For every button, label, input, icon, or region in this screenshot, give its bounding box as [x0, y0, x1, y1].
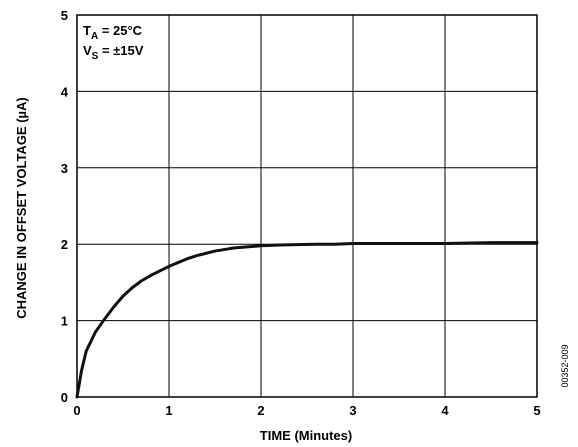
x-tick-label: 0: [73, 403, 80, 418]
x-axis-label: TIME (Minutes): [260, 428, 352, 443]
plot-frame: [76, 14, 538, 398]
y-tick-label: 1: [61, 314, 68, 329]
y-tick-label: 5: [61, 8, 68, 23]
x-tick-label: 3: [349, 403, 356, 418]
annotation-label: TA = 25°C: [83, 23, 143, 42]
y-tick-label: 2: [61, 237, 68, 252]
y-tick-label: 3: [61, 161, 68, 176]
tick-labels: 0 1 2 3 4 5 0 1 2 3 4 5: [61, 8, 541, 418]
x-tick-label: 4: [441, 403, 449, 418]
series-line: [75, 241, 539, 399]
x-tick-label: 2: [257, 403, 264, 418]
y-axis-label: CHANGE IN OFFSET VOLTAGE (µA): [14, 97, 29, 319]
x-tick-label: 1: [165, 403, 172, 418]
grid: [76, 14, 538, 398]
annotation-label: VS = ±15V: [83, 43, 144, 62]
y-tick-label: 4: [61, 84, 69, 99]
x-tick-label: 5: [533, 403, 540, 418]
y-tick-label: 0: [61, 390, 68, 405]
annotations: TA = 25°CVS = ±15V: [83, 23, 144, 62]
figure-id: 00352-009: [560, 344, 570, 387]
